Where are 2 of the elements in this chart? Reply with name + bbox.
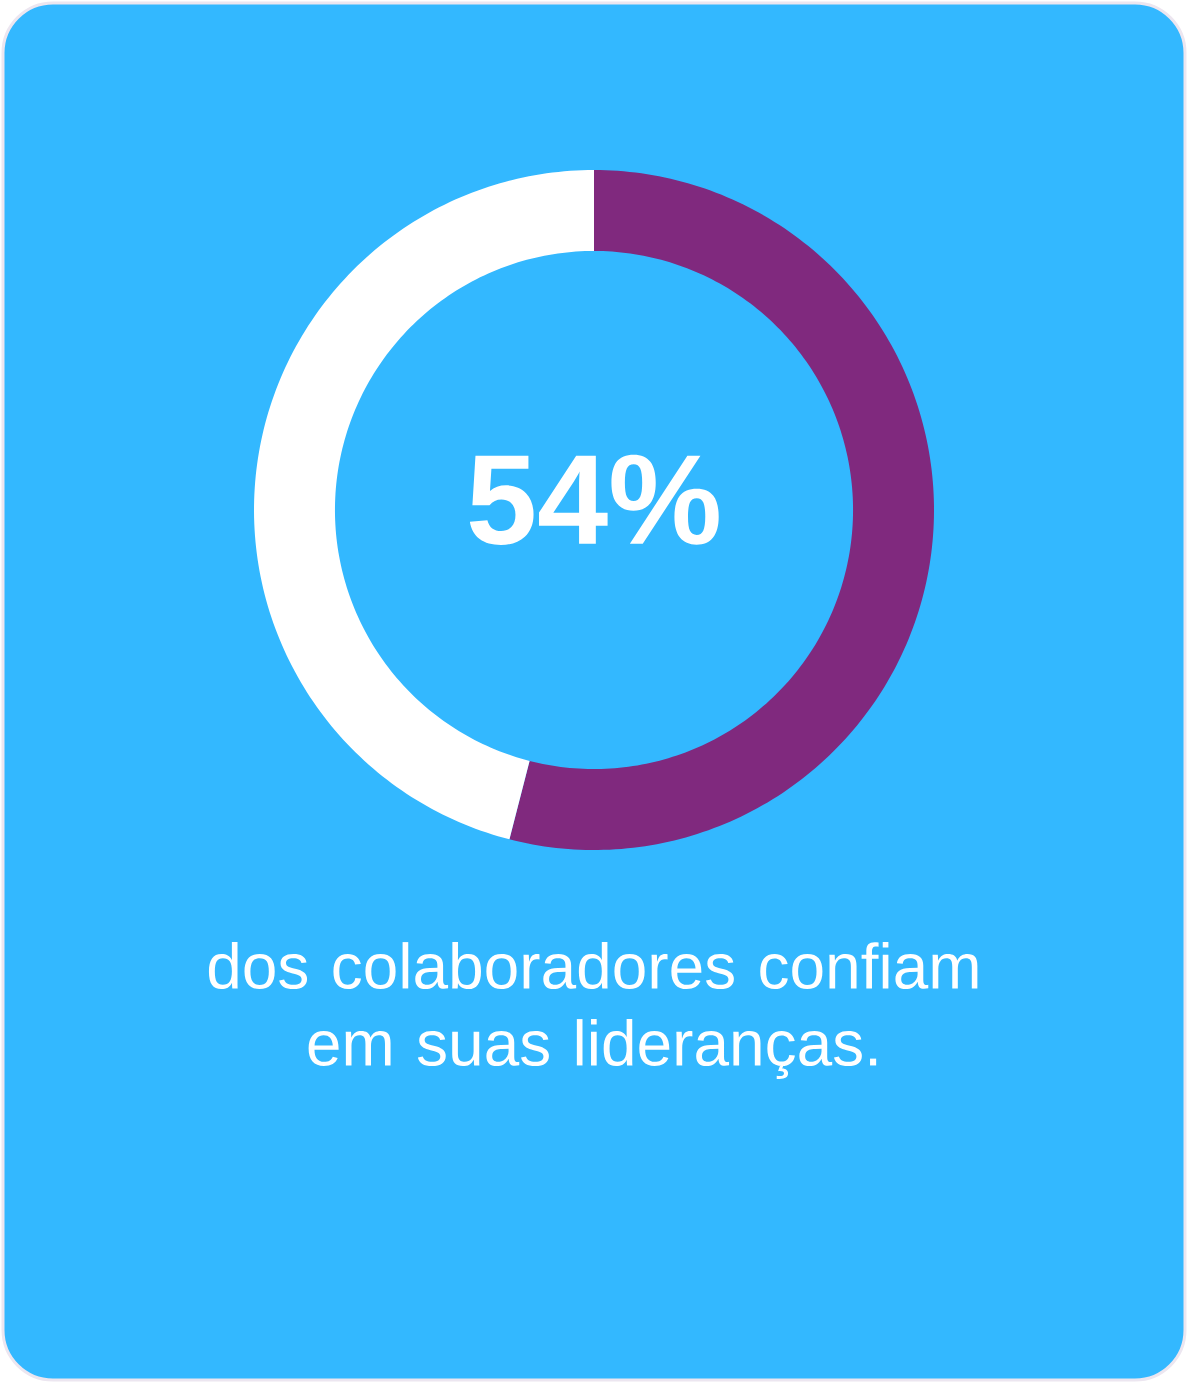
data-label: 54% [469,454,719,545]
text: dos colaboradores confiam em suas lideranças. [208,942,978,1079]
